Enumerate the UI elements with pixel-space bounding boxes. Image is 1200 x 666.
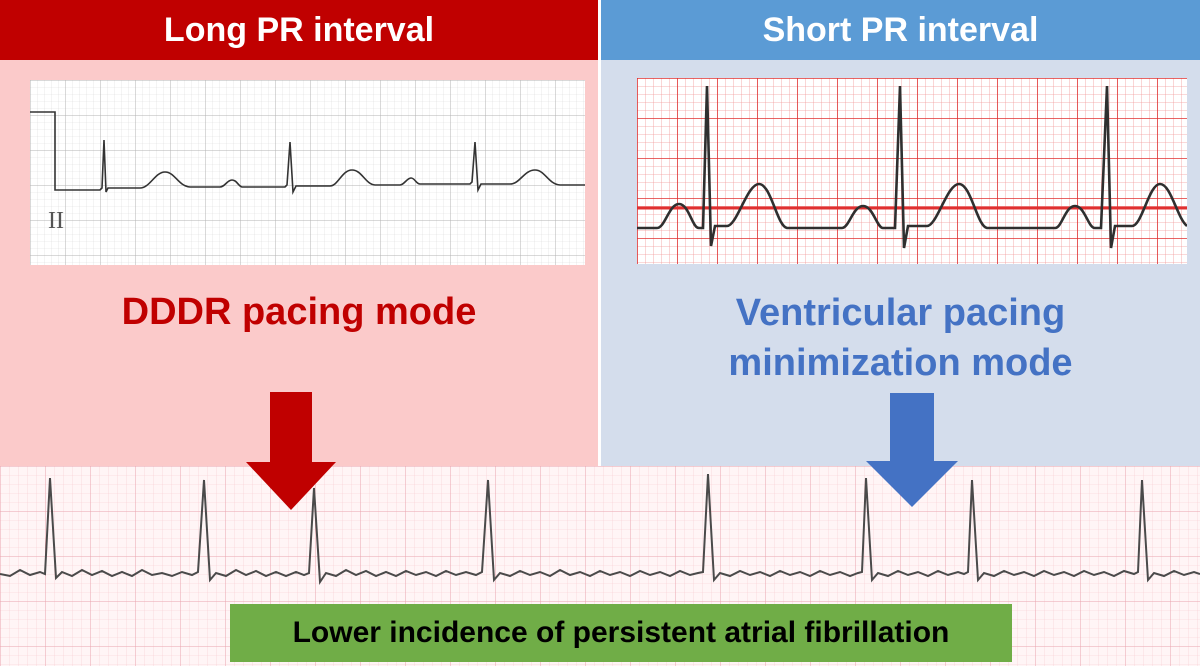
down-arrow-icon [246, 392, 336, 510]
vpm-mode-label-line1: Ventricular pacing [735, 292, 1066, 334]
short-pr-grid [637, 78, 1187, 264]
ecg-lead-label: II [48, 208, 64, 234]
af-ecg-trace [0, 473, 1200, 586]
long-pr-grid [30, 80, 585, 265]
left-down-arrow-svg [246, 392, 336, 510]
vpm-mode-label: Ventricular pacing minimization mode [601, 288, 1200, 388]
long-pr-header: Long PR interval [0, 0, 598, 60]
short-pr-ecg-svg [637, 78, 1187, 264]
short-pr-header-text: Short PR interval [762, 10, 1039, 49]
long-pr-ecg-strip: II [30, 80, 585, 265]
short-pr-ecg-strip [637, 78, 1187, 264]
outcome-label: Lower incidence of persistent atrial fib… [292, 616, 950, 649]
down-arrow-icon [866, 393, 958, 507]
right-down-arrow-svg [866, 393, 958, 507]
short-pr-header: Short PR interval [601, 0, 1200, 60]
long-pr-ecg-trace [30, 111, 585, 196]
vpm-mode-label-line2: minimization mode [728, 342, 1073, 384]
long-pr-ecg-svg: II [30, 80, 585, 265]
short-pr-ecg-trace [637, 85, 1187, 249]
outcome-box: Lower incidence of persistent atrial fib… [230, 604, 1012, 662]
long-pr-header-text: Long PR interval [163, 10, 435, 49]
ddr-mode-label: DDDR pacing mode [121, 291, 477, 333]
